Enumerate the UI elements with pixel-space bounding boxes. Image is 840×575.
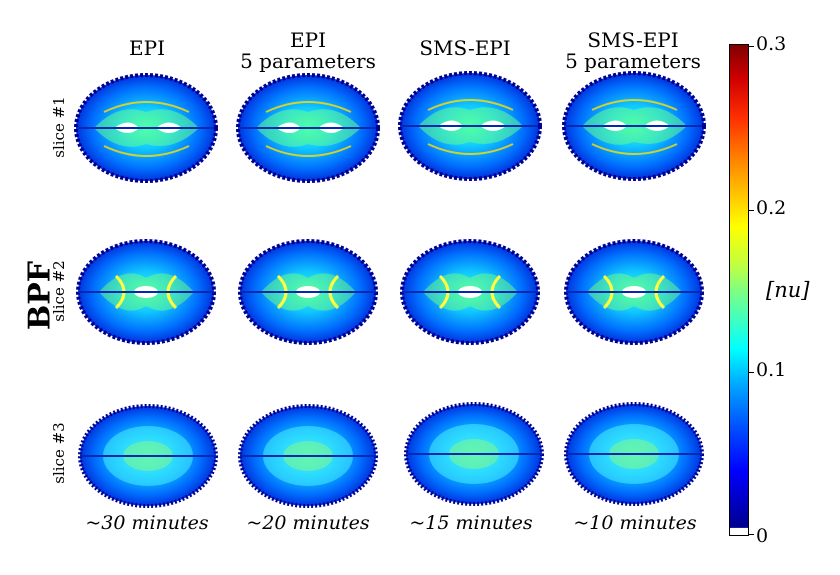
time-label-epi-5-parameters: ~20 minutes [246,512,370,534]
row-label-slice-2: slice #2 [50,260,68,322]
brain-map-sms-slice-2 [400,239,540,345]
column-title-epi: EPI [129,36,165,60]
time-label-sms-epi-5-parameters: ~10 minutes [573,512,697,534]
colorbar [729,44,749,536]
brain-map-sms-slice-1 [398,71,542,181]
colorbar-tick-0-1 [748,372,754,373]
brain-map-sms5-slice-3 [564,402,704,506]
colorbar-tick-0-3 [748,46,754,47]
colorbar-unit-label: [nu] [766,278,810,302]
column-title-sms-epi-5-parameters: SMS-EPI 5 parameters [565,28,701,73]
column-title-sms-epi: SMS-EPI [419,36,511,60]
colorbar-tick-label-0: 0 [756,525,769,547]
brain-map-epi-slice-1 [74,73,218,183]
time-label-sms-epi: ~15 minutes [409,512,533,534]
brain-map-epi5-slice-2 [238,239,378,345]
brain-map-epi-slice-2 [76,239,216,345]
colorbar-tick-0 [748,534,754,535]
colorbar-tick-label-0-2: 0.2 [756,197,787,219]
brain-map-sms-slice-3 [404,402,544,506]
time-label-epi: ~30 minutes [85,512,209,534]
row-label-slice-3: slice #3 [50,422,68,484]
row-label-slice-1: slice #1 [50,96,68,158]
column-title-epi-5-parameters: EPI 5 parameters [240,28,376,73]
colorbar-tick-label-0-3: 0.3 [756,33,787,55]
brain-map-sms5-slice-1 [562,71,706,181]
brain-map-sms5-slice-2 [564,239,704,345]
brain-map-epi5-slice-3 [238,404,378,508]
colorbar-tick-label-0-1: 0.1 [756,359,787,381]
colorbar-tick-0-2 [748,210,754,211]
brain-map-epi5-slice-1 [236,73,380,183]
brain-map-epi-slice-3 [78,404,218,508]
